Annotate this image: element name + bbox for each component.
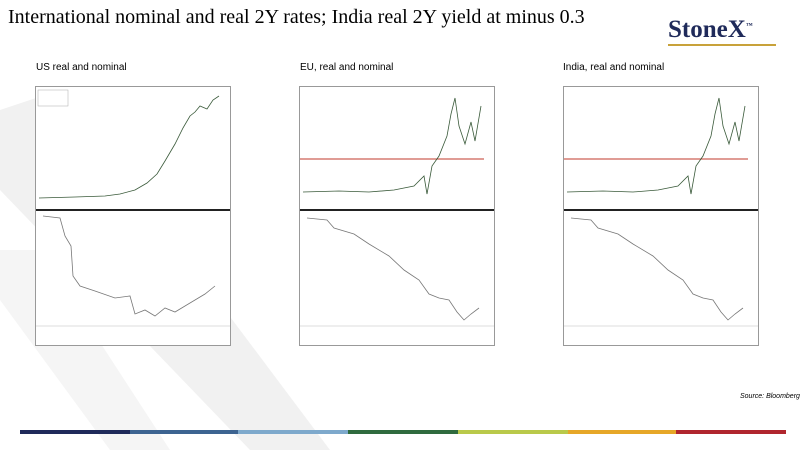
- logo-mark: ™: [745, 21, 753, 30]
- footer-bar: [238, 430, 348, 434]
- source-note: Source: Bloomberg: [740, 393, 800, 400]
- chart-caption: EU, real and nominal: [300, 62, 394, 73]
- footer-bar: [568, 430, 676, 434]
- chart-image: [35, 86, 231, 346]
- slide-title: International nominal and real 2Y rates;…: [8, 6, 585, 28]
- chart-image: [563, 86, 759, 346]
- chart-image: [299, 86, 495, 346]
- logo-underline: [668, 44, 776, 46]
- chart-caption: US real and nominal: [36, 62, 127, 73]
- logo-text: StoneX: [668, 16, 746, 43]
- footer-bar: [20, 430, 130, 434]
- footer-bar: [348, 430, 458, 434]
- chart-caption: India, real and nominal: [563, 62, 665, 73]
- footer-bar: [458, 430, 568, 434]
- footer-bar: [676, 430, 786, 434]
- logo: StoneX™: [668, 16, 753, 44]
- footer-bar: [130, 430, 238, 434]
